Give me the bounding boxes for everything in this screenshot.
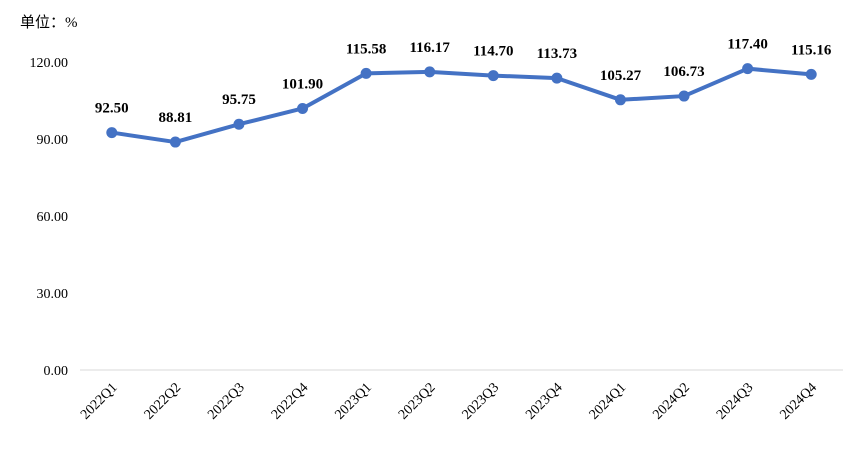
series-line (109, 66, 814, 145)
data-point (487, 70, 499, 82)
data-point (106, 127, 118, 139)
x-tick-label: 2024Q3 (714, 380, 757, 423)
data-label: 116.17 (409, 40, 450, 56)
data-label: 117.40 (727, 37, 767, 53)
x-tick-label: 2023Q1 (332, 380, 375, 423)
data-point (169, 136, 181, 148)
data-point (614, 94, 626, 106)
data-label: 88.81 (159, 110, 193, 126)
x-tick-label: 2024Q2 (650, 380, 693, 423)
x-tick-label: 2022Q3 (205, 380, 248, 423)
y-tick-label: 120.00 (30, 56, 69, 71)
y-tick-label: 90.00 (37, 133, 69, 148)
x-axis: 2022Q1 2022Q2 2022Q3 2022Q4 2023Q1 2023Q2 2023… (78, 369, 843, 423)
data-point (805, 68, 817, 80)
data-label: 115.16 (791, 42, 832, 58)
x-tick-label: 2022Q1 (78, 380, 121, 423)
unit-label: 单位：% (20, 14, 78, 31)
x-tick-label: 2024Q4 (778, 380, 821, 423)
data-label: 114.70 (473, 44, 513, 60)
x-tick-label: 2023Q2 (396, 380, 439, 423)
data-point (742, 63, 754, 75)
data-point (233, 118, 245, 130)
data-point (678, 90, 690, 102)
x-tick-label: 2023Q4 (523, 380, 566, 423)
data-label: 105.27 (600, 68, 642, 84)
data-point (297, 102, 309, 114)
x-tick-label: 2022Q4 (269, 380, 312, 423)
data-label: 115.58 (346, 41, 386, 57)
data-label: 92.50 (95, 101, 129, 117)
x-tick-label: 2023Q3 (460, 380, 503, 423)
data-point (424, 66, 436, 78)
x-tick-label: 2024Q1 (587, 380, 630, 423)
data-label: 113.73 (537, 46, 577, 62)
data-label: 95.75 (222, 92, 256, 108)
y-axis: 0.00 30.00 60.00 90.00 120.00 (30, 56, 69, 379)
y-tick-label: 0.00 (44, 364, 69, 379)
series-group (106, 63, 817, 148)
y-tick-label: 30.00 (37, 287, 69, 302)
y-tick-label: 60.00 (37, 210, 69, 225)
data-labels: 92.50 88.81 95.75 101.90 115.58 116.17 114.70 1… (95, 37, 832, 126)
data-point (551, 72, 563, 84)
data-point (360, 67, 372, 79)
data-label: 101.90 (282, 76, 323, 92)
data-label: 106.73 (663, 64, 704, 80)
x-tick-label: 2022Q2 (142, 380, 185, 423)
